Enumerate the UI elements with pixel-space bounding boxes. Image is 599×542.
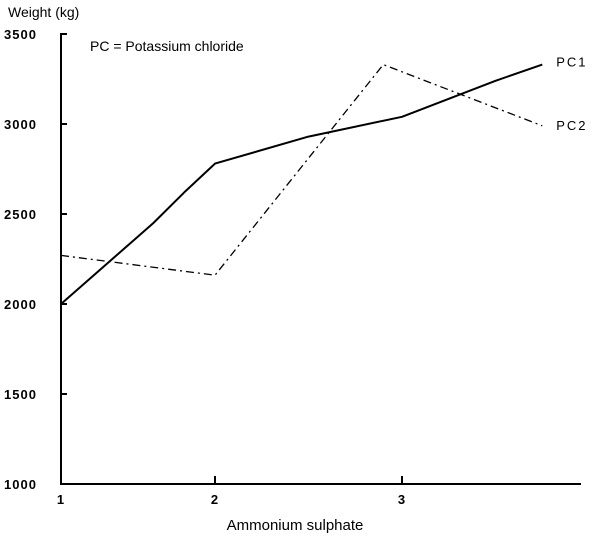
x-tick-label: 3 — [398, 492, 406, 507]
x-tick-label: 1 — [57, 492, 65, 507]
x-tick-label: 2 — [211, 492, 219, 507]
y-tick-label: 3000 — [4, 117, 37, 132]
series-label-pc1: PC1 — [556, 55, 587, 70]
y-tick-label: 2000 — [4, 297, 37, 312]
series-labels: PC1 PC2 — [556, 55, 587, 133]
y-tick-label: 3500 — [4, 27, 37, 42]
y-axis-label: Weight (kg) — [8, 4, 79, 20]
y-ticks: 1000 1500 2000 2500 3000 3500 — [4, 27, 67, 492]
series-line-pc1 — [60, 63, 543, 305]
x-axis-label: Ammonium sulphate — [227, 517, 364, 534]
series-label-pc2: PC2 — [556, 118, 587, 133]
y-tick-label: 2500 — [4, 207, 37, 222]
series-group — [60, 63, 543, 305]
y-tick-label: 1000 — [4, 477, 37, 492]
x-ticks: 1 2 3 — [57, 476, 406, 507]
y-tick-label: 1500 — [4, 387, 37, 402]
series-line-pc2 — [60, 63, 543, 276]
annotation-note: PC = Potassium chloride — [90, 38, 244, 54]
